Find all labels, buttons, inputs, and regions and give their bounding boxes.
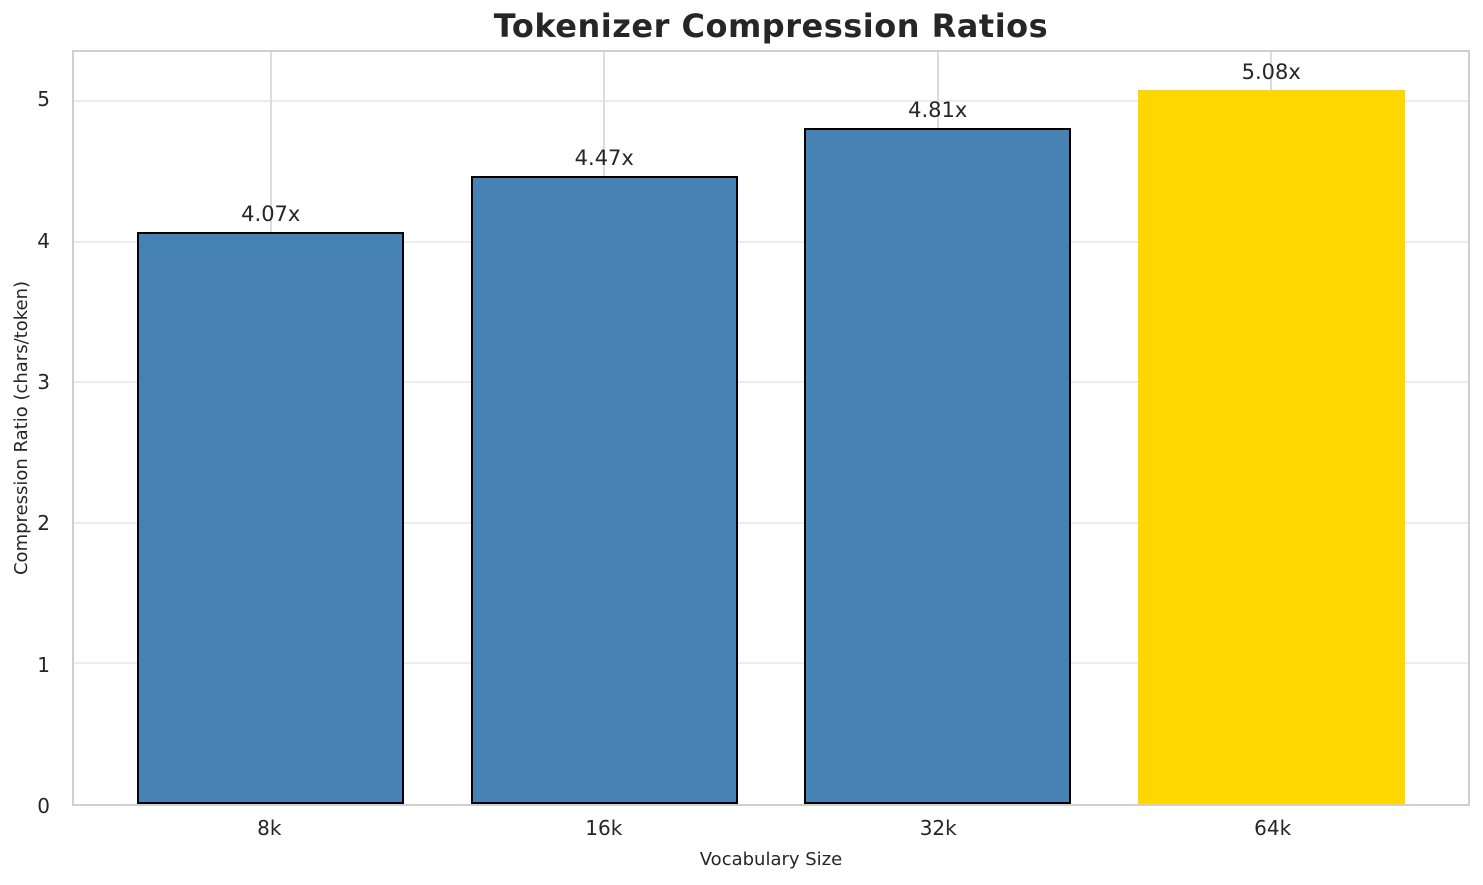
y-axis-label: Compression Ratio (chars/token) [11, 281, 32, 576]
horizontal-gridline [74, 662, 1468, 665]
x-axis-ticks: 8k 16k 32k 64k [72, 816, 1470, 842]
bar-64k [1137, 89, 1405, 804]
horizontal-gridline [74, 381, 1468, 384]
y-axis-ticks: 0 1 2 3 4 5 [0, 50, 60, 816]
y-tick-label: 3 [37, 370, 50, 395]
bar-value-label: 5.08x [1241, 59, 1301, 84]
y-tick-label: 1 [37, 652, 50, 677]
bar-16k [470, 175, 738, 804]
x-tick-label: 8k [257, 816, 282, 840]
bar-8k [137, 231, 405, 804]
x-tick-label: 64k [1254, 816, 1292, 840]
horizontal-gridline [74, 100, 1468, 103]
x-axis-label: Vocabulary Size [699, 849, 843, 870]
bar-value-label: 4.47x [574, 145, 634, 170]
y-tick-label: 0 [37, 794, 50, 818]
bar-value-label: 4.07x [241, 201, 301, 226]
chart-title: Tokenizer Compression Ratios [493, 7, 1049, 45]
y-tick-label: 4 [37, 228, 50, 253]
bar-value-label: 4.81x [908, 97, 968, 122]
y-tick-label: 2 [37, 511, 50, 536]
x-tick-label: 32k [919, 816, 957, 840]
bar-32k [804, 127, 1072, 804]
plot-area: 4.07x 4.47x 4.81x 5.08x [72, 50, 1470, 806]
horizontal-gridline [74, 240, 1468, 243]
x-tick-label: 16k [585, 816, 623, 840]
y-tick-label: 5 [37, 87, 50, 112]
horizontal-gridline [74, 521, 1468, 524]
